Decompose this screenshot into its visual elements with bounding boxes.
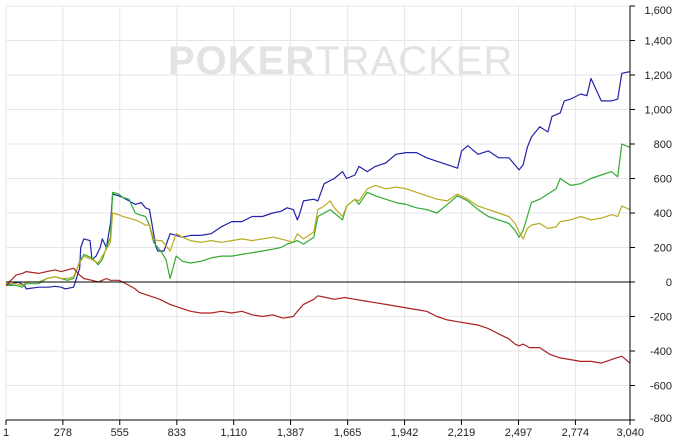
x-tick-label: 1 — [3, 427, 9, 439]
y-tick-label: -800 — [650, 413, 672, 425]
x-tick-label: 833 — [168, 427, 186, 439]
x-tick-label: 1,387 — [277, 427, 305, 439]
x-tick-label: 3,040 — [616, 427, 644, 439]
series-line-2 — [6, 184, 631, 286]
x-tick-label: 1,110 — [220, 427, 247, 439]
x-axis-ticks: 1 278 555 833 1,110 1,387 1,665 1,942 2,219 2,497… — [3, 420, 644, 439]
y-tick-label: 1,400 — [644, 36, 672, 48]
x-tick-label: 278 — [54, 427, 72, 439]
x-tick-label: 2,219 — [448, 427, 476, 439]
series-line-0 — [5, 71, 631, 290]
y-tick-label: 200 — [654, 243, 672, 255]
y-tick-label: 1,000 — [644, 105, 672, 117]
y-tick-label: -400 — [650, 346, 672, 358]
x-tick-label: 555 — [111, 427, 129, 439]
series-group — [5, 71, 631, 364]
x-tick-label: 2,497 — [505, 427, 533, 439]
watermark-light: TRACKER — [315, 39, 513, 83]
y-tick-label: 1,200 — [644, 70, 672, 82]
x-tick-label: 1,665 — [334, 427, 362, 439]
y-tick-label: 600 — [654, 174, 672, 186]
y-tick-label: 1,600 — [644, 5, 672, 17]
y-axis-ticks: -800 -600 -400 -200 0 200 400 600 800 1,000 1,200 1… — [630, 5, 672, 425]
series-line-3 — [5, 267, 631, 364]
y-tick-label: -600 — [650, 381, 672, 393]
y-tick-label: 0 — [666, 277, 672, 289]
x-tick-label: 2,774 — [562, 427, 590, 439]
watermark-bold: POKER — [168, 39, 315, 83]
y-tick-label: 400 — [654, 208, 672, 220]
y-tick-label: 800 — [654, 139, 672, 151]
x-tick-label: 1,942 — [391, 427, 419, 439]
y-tick-label: -200 — [650, 312, 672, 324]
